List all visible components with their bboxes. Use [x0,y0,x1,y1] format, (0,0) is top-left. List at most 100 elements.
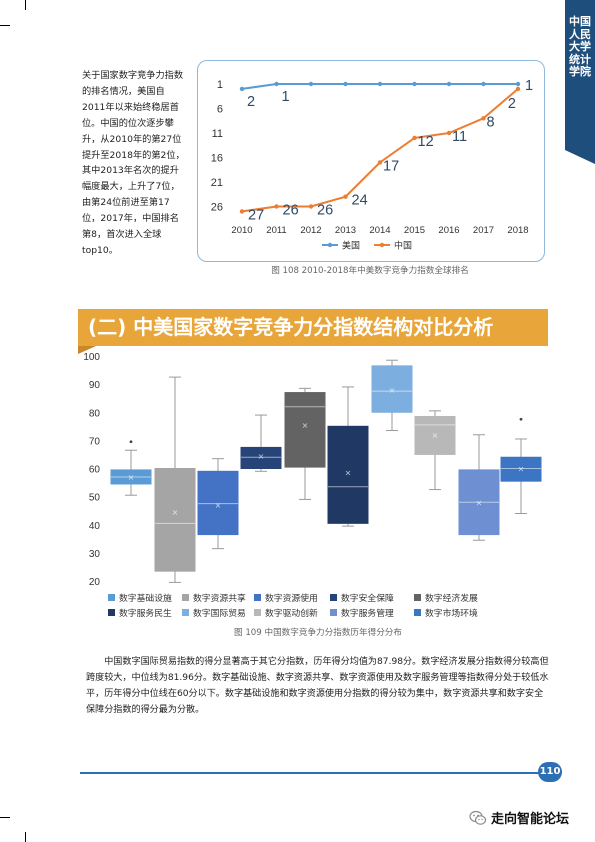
mean-marker: × [432,431,439,440]
y-tick-label: 1 [217,79,223,91]
legend-swatch [254,594,261,601]
crop-mark [25,0,26,10]
crop-mark [0,25,10,26]
box [284,392,326,468]
data-label: 26 [317,203,333,219]
legend-swatch [330,609,337,616]
box [197,470,239,536]
mean-marker: × [476,498,483,507]
crop-mark [25,832,26,842]
section-banner: (二) 中美国家数字竞争力分指数结构对比分析 [78,309,548,346]
x-tick-label: 2013 [335,225,356,236]
data-point [343,81,348,87]
mean-marker: × [518,465,525,474]
y-tick-label: 21 [211,177,223,189]
y-tick-label: 70 [89,436,101,447]
data-point [412,81,417,87]
legend-label: 数字服务管理 [341,607,394,619]
mean-marker: × [389,386,396,395]
data-label: 2 [508,96,516,112]
crop-mark [0,817,10,818]
ranking-chart-frame: 1 6 11 16 21 26 2010 2011 2012 2013 2014 2015 2016 20… [197,60,545,262]
data-label: 1 [525,78,533,94]
data-point [274,81,279,87]
y-tick-label: 20 [89,577,101,588]
mean-marker: × [172,508,179,517]
account-name: 走向智能论坛 [491,812,570,827]
mean-marker: × [128,473,135,482]
legend-swatch [182,594,189,601]
legend-label: 数字国际贸易 [193,607,246,619]
mean-marker: × [258,452,265,461]
box [500,456,542,482]
legend-swatch [182,609,189,616]
legend-label: 数字安全保障 [341,592,394,604]
data-point [515,81,521,87]
figure-108-caption: 图 108 2010-2018年中美数字竞争力指数全球排名 [271,266,469,276]
y-tick-label: 60 [89,465,101,476]
page-number: 110 [538,762,562,782]
chapter-side-tab-label: 中国人民大学统计学院 [569,15,591,78]
data-point [481,116,486,121]
data-point [343,194,348,199]
data-point [481,81,486,87]
y-tick-label: 80 [89,408,101,419]
box [414,415,456,455]
legend-label: 数字资源共享 [193,592,246,604]
y-tick-label: 26 [211,202,223,214]
data-label: 27 [248,207,264,223]
data-label: 17 [383,158,399,174]
legend-swatch [108,609,115,616]
x-tick-label: 2011 [266,225,286,236]
wechat-icon [469,810,487,825]
data-point [412,135,417,141]
legend-label: 数字经济发展 [425,592,478,604]
legend-swatch [414,594,421,601]
data-label: 26 [283,203,299,219]
series-line-china [241,88,519,213]
legend-swatch [108,594,115,601]
x-tick-label: 2017 [473,225,494,236]
y-tick-label: 100 [83,352,100,363]
section-banner-notch [78,346,96,354]
subindex-box-plot: 20 30 40 50 60 70 80 90 100 × × × × × × × × × × 数字基础设施 数字资源共… [83,352,542,619]
y-tick-label: 11 [212,128,223,140]
y-tick-label: 6 [217,104,223,116]
data-point [308,204,314,209]
x-tick-label: 2016 [438,225,459,236]
box [371,365,413,413]
outlier-point [519,417,523,421]
data-label: 24 [352,193,368,209]
data-label: 8 [487,114,495,130]
data-point [239,86,245,92]
data-label: 11 [452,129,467,145]
legend-label: 数字服务民生 [119,607,172,619]
x-tick-label: 2018 [507,225,528,236]
data-point [239,209,245,214]
legend-label: 数字市场环境 [425,607,478,619]
figure-109-caption: 图 109 中国数字竞争力分指数历年得分分布 [234,628,402,638]
y-tick-label: 90 [89,380,101,391]
box [240,446,282,469]
data-point [377,81,383,87]
x-tick-label: 2015 [404,225,425,236]
data-point [308,81,314,87]
x-tick-label: 2012 [300,225,321,236]
footer-rule [80,772,540,774]
outlier-point [129,440,133,444]
legend-label: 数字驱动创新 [265,607,318,619]
mean-marker: × [345,469,352,478]
legend-swatch [414,609,421,616]
legend-marker [327,242,333,248]
legend-label: 数字资源使用 [265,592,318,604]
data-label: 12 [418,134,434,150]
legend-swatch [254,609,261,616]
y-tick-label: 30 [89,549,101,560]
data-label: 1 [282,89,290,105]
y-tick-label: 16 [211,153,223,165]
x-tick-label: 2014 [369,225,390,236]
box [154,468,196,572]
analysis-paragraph: 中国数字国际贸易指数的得分显著高于其它分指数，历年得分均值为87.98分。数字经… [86,657,549,715]
data-label: 2 [247,94,255,110]
